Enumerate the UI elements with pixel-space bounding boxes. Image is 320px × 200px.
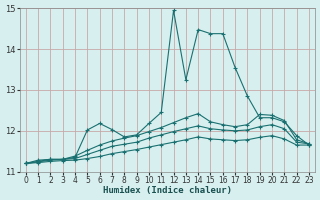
X-axis label: Humidex (Indice chaleur): Humidex (Indice chaleur): [103, 186, 232, 195]
